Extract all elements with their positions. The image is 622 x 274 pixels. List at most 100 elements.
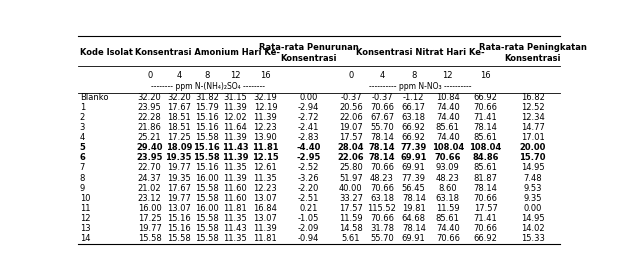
Text: 16.00: 16.00 xyxy=(195,173,219,182)
Text: 11.81: 11.81 xyxy=(254,234,277,243)
Text: 31.15: 31.15 xyxy=(223,93,247,102)
Text: -0.94: -0.94 xyxy=(298,234,319,243)
Text: 7.48: 7.48 xyxy=(523,173,542,182)
Text: 31.78: 31.78 xyxy=(370,224,394,233)
Text: 15.16: 15.16 xyxy=(195,113,219,122)
Text: 19.77: 19.77 xyxy=(137,224,162,233)
Text: 12.23: 12.23 xyxy=(254,123,277,132)
Text: 115.52: 115.52 xyxy=(368,204,396,213)
Text: 25.80: 25.80 xyxy=(339,163,363,172)
Text: 18.09: 18.09 xyxy=(165,143,192,152)
Text: 74.40: 74.40 xyxy=(436,133,460,142)
Text: 14.95: 14.95 xyxy=(521,214,544,223)
Text: 15.58: 15.58 xyxy=(195,184,219,193)
Text: 15.58: 15.58 xyxy=(195,234,219,243)
Text: 15.58: 15.58 xyxy=(195,224,219,233)
Text: 11.64: 11.64 xyxy=(223,123,247,132)
Text: 15.16: 15.16 xyxy=(167,224,191,233)
Text: 12.15: 12.15 xyxy=(252,153,279,162)
Text: 33.27: 33.27 xyxy=(339,194,363,203)
Text: 7: 7 xyxy=(80,163,85,172)
Text: 13.90: 13.90 xyxy=(254,133,277,142)
Text: 17.57: 17.57 xyxy=(474,204,498,213)
Text: 85.61: 85.61 xyxy=(474,133,498,142)
Text: 12.61: 12.61 xyxy=(254,163,277,172)
Text: 22.70: 22.70 xyxy=(137,163,162,172)
Text: 93.09: 93.09 xyxy=(436,163,460,172)
Text: Blanko: Blanko xyxy=(80,93,108,102)
Text: 23.95: 23.95 xyxy=(137,103,162,112)
Text: 15.58: 15.58 xyxy=(167,234,191,243)
Text: 14.95: 14.95 xyxy=(521,163,544,172)
Text: 13.07: 13.07 xyxy=(254,214,277,223)
Text: 5.61: 5.61 xyxy=(341,234,360,243)
Text: 16.84: 16.84 xyxy=(254,204,277,213)
Text: -0.37: -0.37 xyxy=(340,93,362,102)
Text: 6: 6 xyxy=(80,153,86,162)
Text: 22.06: 22.06 xyxy=(338,153,364,162)
Text: -1.05: -1.05 xyxy=(298,214,319,223)
Text: 78.14: 78.14 xyxy=(369,153,395,162)
Text: 16.00: 16.00 xyxy=(137,204,162,213)
Text: 15.16: 15.16 xyxy=(195,123,219,132)
Text: 108.04: 108.04 xyxy=(432,143,464,152)
Text: 11: 11 xyxy=(80,204,90,213)
Text: 15.16: 15.16 xyxy=(167,214,191,223)
Text: 0: 0 xyxy=(348,71,353,79)
Text: 56.45: 56.45 xyxy=(402,184,425,193)
Text: 19.81: 19.81 xyxy=(402,204,425,213)
Text: 17.67: 17.67 xyxy=(167,103,191,112)
Text: 74.40: 74.40 xyxy=(436,224,460,233)
Text: Konsentrasi Amonium Hari Ke-: Konsentrasi Amonium Hari Ke- xyxy=(136,48,281,58)
Text: 10: 10 xyxy=(80,194,90,203)
Text: 19.07: 19.07 xyxy=(339,123,363,132)
Text: 12: 12 xyxy=(442,71,453,79)
Text: -3.26: -3.26 xyxy=(298,173,319,182)
Text: 84.86: 84.86 xyxy=(472,153,499,162)
Text: 10.84: 10.84 xyxy=(436,93,460,102)
Text: 15.58: 15.58 xyxy=(193,153,220,162)
Text: 11.39: 11.39 xyxy=(254,113,277,122)
Text: 78.14: 78.14 xyxy=(370,133,394,142)
Text: -2.09: -2.09 xyxy=(298,224,319,233)
Text: 9.35: 9.35 xyxy=(523,194,542,203)
Text: 8: 8 xyxy=(411,71,417,79)
Text: 11.60: 11.60 xyxy=(223,194,247,203)
Text: 32.19: 32.19 xyxy=(254,93,277,102)
Text: 0: 0 xyxy=(147,71,152,79)
Text: 66.92: 66.92 xyxy=(402,133,425,142)
Text: 32.20: 32.20 xyxy=(167,93,191,102)
Text: 55.70: 55.70 xyxy=(370,123,394,132)
Text: 11.81: 11.81 xyxy=(252,143,279,152)
Text: 20.00: 20.00 xyxy=(519,143,545,152)
Text: 11.39: 11.39 xyxy=(223,173,247,182)
Text: 70.66: 70.66 xyxy=(473,224,498,233)
Text: 0.21: 0.21 xyxy=(299,204,318,213)
Text: 22.06: 22.06 xyxy=(339,113,363,122)
Text: 13: 13 xyxy=(80,224,90,233)
Text: 11.43: 11.43 xyxy=(223,224,247,233)
Text: 13.07: 13.07 xyxy=(254,194,277,203)
Text: 66.92: 66.92 xyxy=(474,93,498,102)
Text: -0.37: -0.37 xyxy=(371,93,392,102)
Text: -2.51: -2.51 xyxy=(298,194,319,203)
Text: 78.14: 78.14 xyxy=(474,123,498,132)
Text: 21.02: 21.02 xyxy=(138,184,162,193)
Text: 70.66: 70.66 xyxy=(473,194,498,203)
Text: -2.83: -2.83 xyxy=(298,133,319,142)
Text: 85.61: 85.61 xyxy=(474,163,498,172)
Text: 11.39: 11.39 xyxy=(223,103,247,112)
Text: 11.43: 11.43 xyxy=(222,143,248,152)
Text: 11.39: 11.39 xyxy=(222,153,248,162)
Text: 70.66: 70.66 xyxy=(473,103,498,112)
Text: 23.12: 23.12 xyxy=(137,194,162,203)
Text: 67.67: 67.67 xyxy=(370,113,394,122)
Text: 12.19: 12.19 xyxy=(254,103,277,112)
Text: 29.40: 29.40 xyxy=(136,143,163,152)
Text: 0.00: 0.00 xyxy=(523,204,542,213)
Text: 18.51: 18.51 xyxy=(167,113,191,122)
Text: 23.95: 23.95 xyxy=(136,153,163,162)
Text: 17.67: 17.67 xyxy=(167,184,191,193)
Text: 71.41: 71.41 xyxy=(474,113,498,122)
Text: 17.25: 17.25 xyxy=(167,133,191,142)
